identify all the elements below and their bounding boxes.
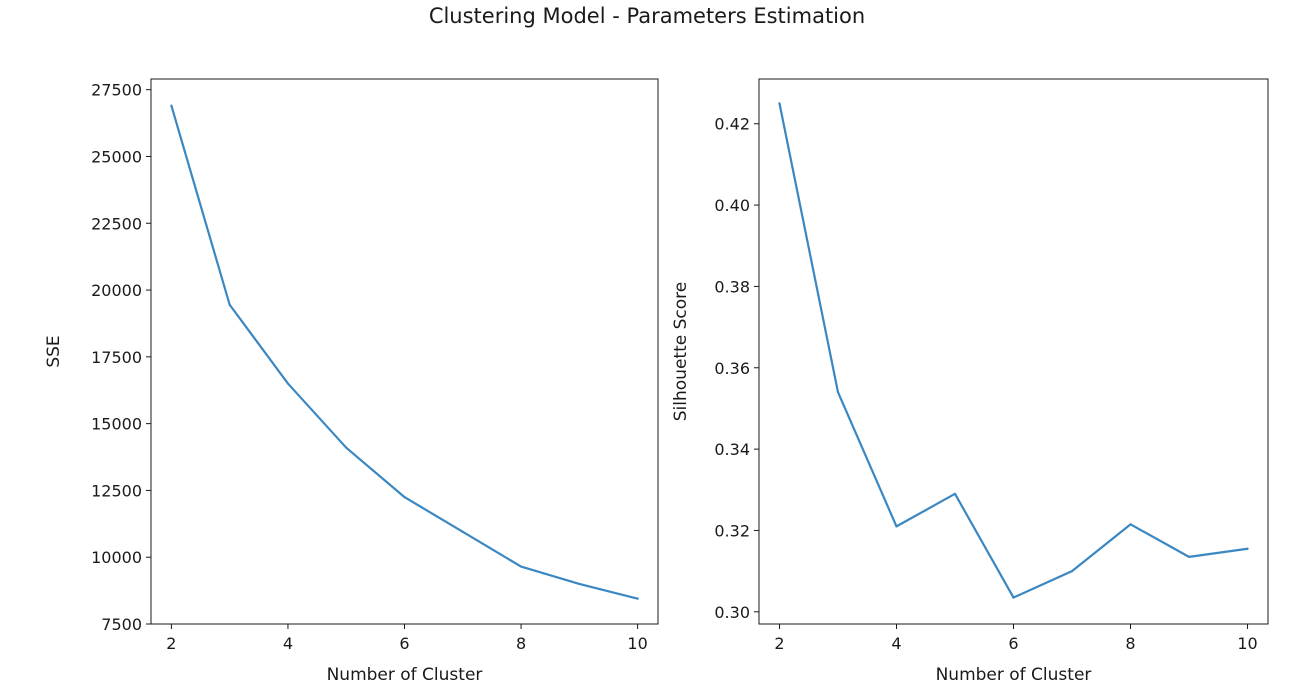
data-point <box>953 492 957 495</box>
data-point <box>1129 523 1132 526</box>
y-tick-label: 0.42 <box>714 115 750 134</box>
x-axis-label: Number of Cluster <box>327 665 483 685</box>
data-point <box>836 391 840 394</box>
x-tick-label: 4 <box>891 634 901 653</box>
x-tick-label: 8 <box>1125 634 1135 653</box>
y-tick-label: 17500 <box>91 348 142 367</box>
y-tick-label: 0.30 <box>714 603 750 622</box>
data-point <box>578 582 581 586</box>
y-tick-label: 0.34 <box>714 440 750 459</box>
y-tick-label: 25000 <box>91 147 142 166</box>
data-point <box>170 104 173 107</box>
x-tick-label: 2 <box>166 634 176 653</box>
data-point <box>286 382 290 385</box>
data-point <box>636 597 639 600</box>
x-tick-label: 10 <box>627 634 647 653</box>
y-tick-label: 22500 <box>91 214 142 233</box>
chart-panel-2: 2 4 6 8 10 0.30 0.32 0.34 0.36 0.38 0.40 0.42 Number… <box>671 78 1269 685</box>
data-point <box>778 102 781 105</box>
x-tick-label: 6 <box>399 634 409 653</box>
data-point <box>1246 547 1249 550</box>
data-point <box>1187 555 1191 558</box>
y-tick-label: 0.32 <box>714 521 750 540</box>
y-tick-label: 27500 <box>91 81 142 100</box>
series-line <box>778 102 1249 599</box>
data-point <box>345 446 348 449</box>
y-axis-label: Silhouette Score <box>671 282 691 421</box>
data-point <box>461 530 464 533</box>
x-tick-label: 8 <box>516 634 526 653</box>
x-axis-label: Number of Cluster <box>936 665 1092 685</box>
x-tick-label: 6 <box>1008 634 1018 653</box>
axes-frame <box>758 78 1269 625</box>
y-tick-label: 0.40 <box>714 196 750 215</box>
data-point <box>519 565 523 568</box>
data-point <box>895 525 898 528</box>
x-tick-label: 10 <box>1237 634 1257 653</box>
axes-frame <box>150 78 659 625</box>
chart-panel-1: 2 4 6 8 10 7500 10000 12500 15000 17500 20000 22500… <box>44 78 659 685</box>
y-tick-label: 0.38 <box>714 277 750 296</box>
data-point <box>228 303 231 306</box>
y-tick-label: 20000 <box>91 281 142 300</box>
data-point <box>1012 596 1015 599</box>
figure-title: Clustering Model - Parameters Estimation <box>428 4 866 28</box>
data-point <box>403 496 406 499</box>
y-tick-label: 15000 <box>91 415 142 434</box>
y-tick-label: 10000 <box>91 548 142 567</box>
x-tick-label: 4 <box>283 634 293 653</box>
y-tick-label: 0.36 <box>714 359 750 378</box>
x-tick-label: 2 <box>774 634 784 653</box>
y-tick-label: 12500 <box>91 481 142 500</box>
series-line <box>170 104 639 600</box>
y-tick-label: 7500 <box>101 615 142 634</box>
data-point <box>1070 570 1074 573</box>
y-axis-label: SSE <box>44 335 64 367</box>
